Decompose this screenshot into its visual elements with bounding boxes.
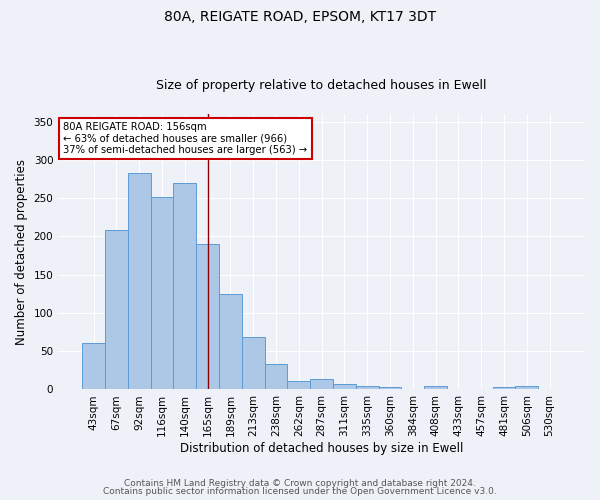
- Bar: [493, 387, 515, 390]
- Y-axis label: Number of detached properties: Number of detached properties: [15, 158, 28, 344]
- Title: Size of property relative to detached houses in Ewell: Size of property relative to detached ho…: [157, 79, 487, 92]
- Bar: [424, 386, 447, 390]
- Bar: [151, 198, 173, 390]
- Bar: [173, 183, 196, 390]
- Bar: [242, 336, 265, 390]
- Bar: [356, 386, 379, 390]
- Bar: [128, 173, 151, 390]
- Text: 80A REIGATE ROAD: 156sqm
← 63% of detached houses are smaller (966)
37% of semi-: 80A REIGATE ROAD: 156sqm ← 63% of detach…: [64, 122, 308, 156]
- Bar: [265, 364, 287, 390]
- Bar: [379, 387, 401, 390]
- Bar: [82, 343, 105, 390]
- Text: Contains HM Land Registry data © Crown copyright and database right 2024.: Contains HM Land Registry data © Crown c…: [124, 478, 476, 488]
- Bar: [333, 384, 356, 390]
- Bar: [105, 230, 128, 390]
- Text: Contains public sector information licensed under the Open Government Licence v3: Contains public sector information licen…: [103, 487, 497, 496]
- Bar: [310, 378, 333, 390]
- Bar: [196, 244, 219, 390]
- Text: 80A, REIGATE ROAD, EPSOM, KT17 3DT: 80A, REIGATE ROAD, EPSOM, KT17 3DT: [164, 10, 436, 24]
- Bar: [287, 381, 310, 390]
- Bar: [515, 386, 538, 390]
- X-axis label: Distribution of detached houses by size in Ewell: Distribution of detached houses by size …: [180, 442, 463, 455]
- Bar: [219, 294, 242, 390]
